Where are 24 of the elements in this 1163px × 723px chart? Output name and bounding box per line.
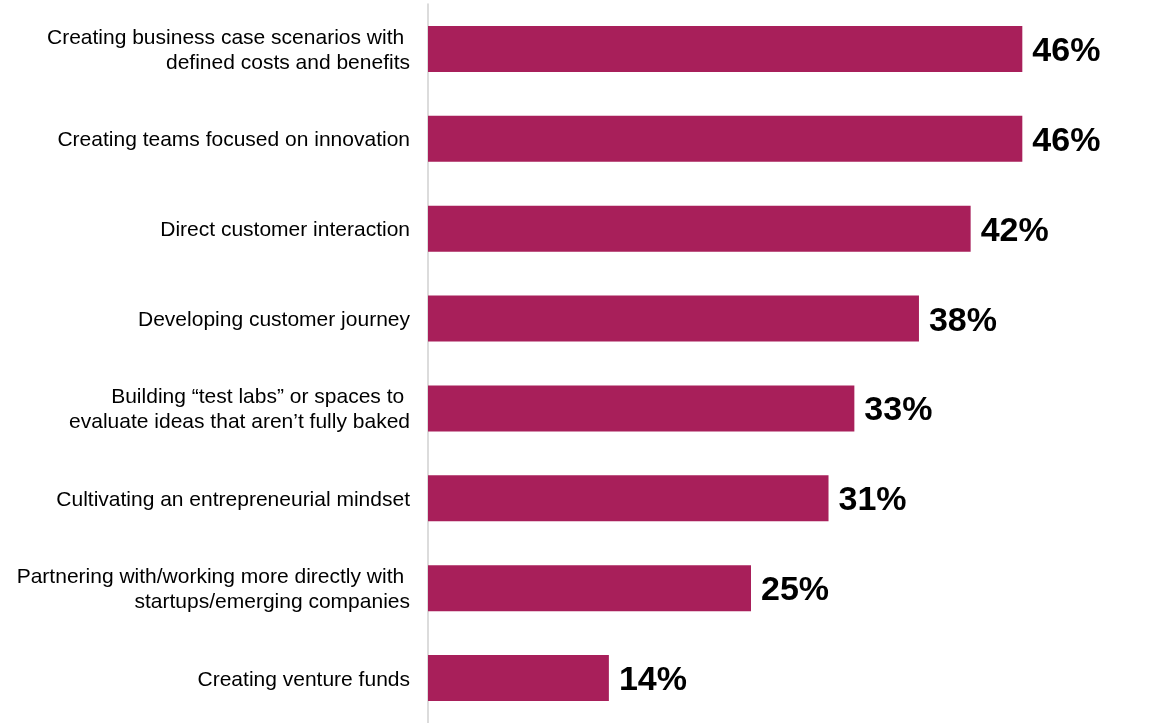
y-tick-label: Building “test labs” or spaces to evaluate ideas that aren’t fully baked [69,384,410,433]
data-label: 33% [864,389,933,428]
data-label: 14% [618,659,687,698]
bar [428,25,1023,72]
data-label: 25% [761,569,830,608]
y-tick-label: Partnering with/working more directly with startups/emerging companies [16,564,410,613]
bar [428,655,609,702]
y-tick-label: Developing customer journey [138,307,411,331]
bar [428,115,1023,162]
data-label: 31% [838,479,907,518]
data-label: 38% [928,299,998,338]
y-tick-label: Creating venture funds [197,666,410,690]
y-tick-label: Creating teams focused on innovation [57,127,410,151]
bar [428,565,751,612]
y-tick-label: Direct customer interaction [160,217,410,241]
y-tick-label: Creating business case scenarios with defined costs and benefits [46,24,410,73]
data-label: 42% [980,209,1049,248]
bar [428,205,971,252]
bar [428,475,829,522]
data-label: 46% [1032,119,1101,158]
bar [428,385,855,432]
y-tick-label: Cultivating an entrepreneurial mindset [56,486,411,510]
data-label: 46% [1032,29,1101,68]
bar [428,295,919,342]
